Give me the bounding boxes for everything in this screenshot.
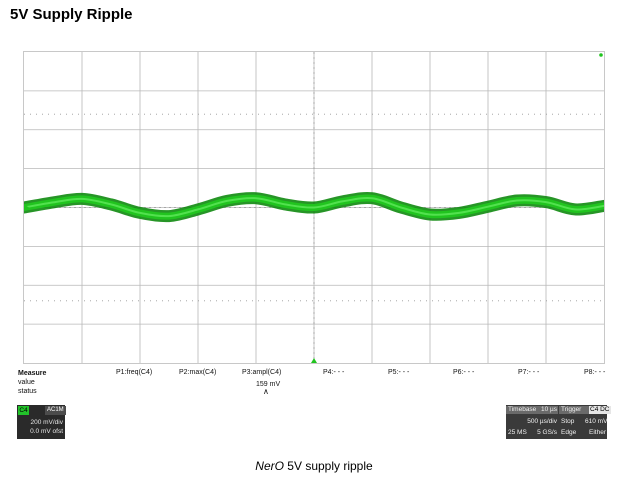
channel-descriptor-c4[interactable]: C4 AC1M 200 mV/div 0.0 mV ofst xyxy=(17,405,66,439)
timebase-per-div: 500 µs/div xyxy=(527,418,557,425)
trigger-level-marker xyxy=(599,53,603,57)
measure-param-p4[interactable]: P4:- - - xyxy=(323,369,345,376)
measure-param-p8[interactable]: P8:- - - xyxy=(584,369,606,376)
timebase-rate: 5 GS/s xyxy=(537,429,557,436)
measure-param-p3[interactable]: P3:ampl(C4) xyxy=(242,369,282,376)
channel-tag: C4 xyxy=(18,406,29,415)
measure-param-p5[interactable]: P5:- - - xyxy=(388,369,410,376)
trigger-source: C4 DC xyxy=(589,406,611,414)
measure-row-status-label: status xyxy=(18,388,37,395)
timebase-trigger-descriptor[interactable]: Timebase 10 µs Trigger C4 DC 500 µs/div … xyxy=(506,405,611,439)
caption-brand: NerO xyxy=(255,459,284,473)
measure-param-p2[interactable]: P2:max(C4) xyxy=(179,369,217,376)
measure-header: Measure xyxy=(18,370,47,377)
timebase-label: Timebase xyxy=(506,406,558,414)
trigger-position-marker xyxy=(311,358,317,363)
waveform-plot xyxy=(24,52,604,363)
page-title: 5V Supply Ripple xyxy=(10,6,133,23)
measurement-table: Measure value status P1:freq(C4) P2:max(… xyxy=(18,369,608,403)
trigger-type: Edge xyxy=(561,429,577,436)
figure-caption: NerO 5V supply ripple xyxy=(0,459,628,473)
measure-value-p3: 159 mV xyxy=(256,381,281,388)
trigger-level: 610 mV xyxy=(585,418,608,425)
measure-row-value-label: value xyxy=(18,379,35,386)
channel-coupling: AC1M xyxy=(45,406,66,415)
oscilloscope-screen xyxy=(23,51,605,364)
channel-offset-marker xyxy=(24,204,29,211)
measure-param-p6[interactable]: P6:- - - xyxy=(453,369,475,376)
timebase-delay: 10 µs xyxy=(540,406,557,413)
measure-param-p1[interactable]: P1:freq(C4) xyxy=(116,369,153,376)
waveform-trace-core xyxy=(24,196,604,218)
timebase-samples: 25 MS xyxy=(508,429,527,436)
caption-text: 5V supply ripple xyxy=(283,459,373,473)
channel-vdiv: 200 mV/div xyxy=(30,419,63,426)
measure-status-p3: ∧ xyxy=(263,387,269,396)
trigger-label: Trigger xyxy=(559,406,607,414)
channel-offset: 0.0 mV ofst xyxy=(30,428,63,435)
measure-param-p7[interactable]: P7:- - - xyxy=(518,369,540,376)
trigger-mode: Stop xyxy=(561,418,575,425)
trigger-slope: Either xyxy=(589,429,606,436)
